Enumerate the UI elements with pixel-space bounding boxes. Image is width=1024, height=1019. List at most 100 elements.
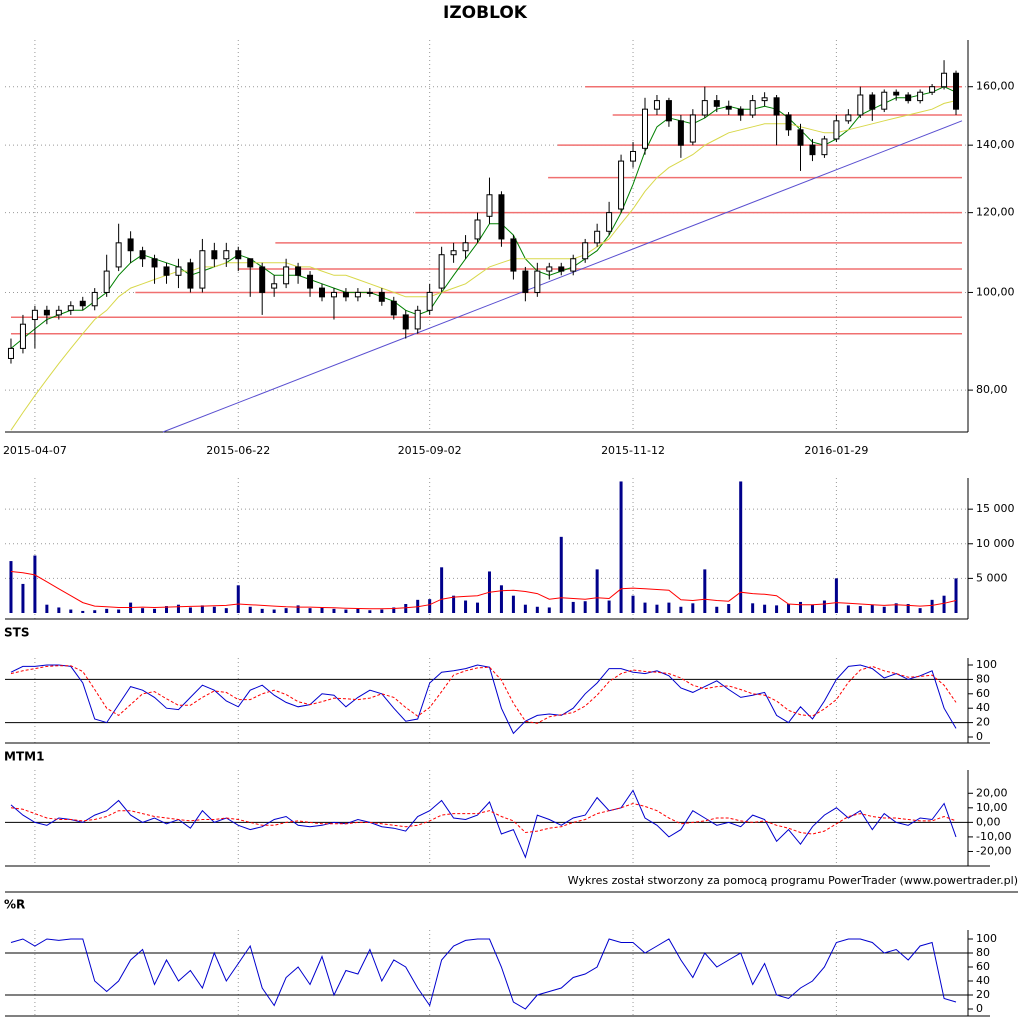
bar [33,555,37,613]
candle-body [797,129,804,146]
candle-body [43,309,50,316]
candle-body [857,94,864,116]
bar [954,578,958,613]
x-tick-label: 2015-09-02 [398,444,462,457]
trend-line [162,120,963,433]
bar [607,600,611,613]
bar [739,481,743,613]
indicator-line [10,789,957,859]
y-tick-label: 10,00 [976,801,1008,814]
candle-body [881,91,888,110]
bar [260,608,264,613]
candle-body [19,323,26,349]
candle-body [833,120,840,140]
bar [559,536,563,613]
bar [763,604,767,613]
bar [882,606,886,613]
candle-body [187,262,194,289]
bar [858,606,862,613]
bar [499,585,503,613]
bar [523,604,527,613]
candle-body [582,242,589,260]
bar [822,600,826,613]
bar [834,578,838,613]
bar [21,583,25,613]
candle-body [486,194,493,217]
y-tick-label: 15 000 [976,502,1015,515]
y-tick-label: 80,00 [976,383,1008,396]
bar [619,481,623,613]
bar [117,609,121,613]
bar [320,607,324,613]
bar [631,595,635,613]
bar [547,607,551,613]
bar [440,567,444,613]
bar [105,608,109,613]
bar [655,604,659,613]
y-tick-label: 160,00 [976,80,1015,93]
bar [571,601,575,613]
candle-body [307,274,314,289]
bar [308,608,312,613]
candle-body [917,91,924,102]
bar [93,610,97,613]
candle-body [199,250,206,289]
candle-body [701,100,708,116]
bar [141,608,145,613]
candle-body [773,97,780,116]
bar [284,608,288,613]
candle-body [510,238,517,272]
volume-average [10,571,957,610]
bar [344,609,348,613]
bar [870,604,874,613]
candle-body [522,270,529,293]
bar [69,609,73,613]
y-tick-label: 40 [976,701,990,714]
candle-body [498,194,505,240]
y-tick-label: 80 [976,946,990,959]
panel-title: %R [4,898,25,912]
bar [942,595,946,613]
y-tick-label: 0 [976,730,983,743]
bar [775,605,779,613]
bar [452,595,456,613]
candle-body [414,309,421,330]
candle-body [103,270,110,293]
candle-body [163,266,170,276]
candle-body [546,266,553,272]
candle-body [737,108,744,116]
bar [404,604,408,613]
candle-body [665,100,672,122]
candle-body [570,258,577,272]
panel-title: MTM1 [4,750,44,764]
bar [894,603,898,613]
candle-body [630,150,637,162]
indicator-line [10,938,957,1010]
candle-body [342,291,349,298]
candle-body [235,250,242,260]
candle-body [689,114,696,143]
candle-body [247,258,254,268]
bar [930,599,934,613]
y-tick-label: 20,00 [976,786,1008,799]
candle-body [534,270,541,293]
candle-body [426,291,433,311]
bar [846,605,850,613]
candle-body [713,100,720,107]
chart-title: IZOBLOK [443,3,528,23]
candle-body [462,242,469,252]
x-tick-label: 2015-11-12 [601,444,665,457]
bar [176,604,180,613]
candle-body [869,94,876,110]
candle-body [558,266,565,272]
x-tick-label: 2015-04-07 [3,444,67,457]
x-tick-label: 2016-01-29 [804,444,868,457]
candle-body [330,291,337,298]
bar [511,595,515,613]
bar [356,608,360,613]
candle-body [893,91,900,96]
y-tick-label: 40 [976,974,990,987]
candle-body [785,114,792,131]
bar [164,606,168,613]
